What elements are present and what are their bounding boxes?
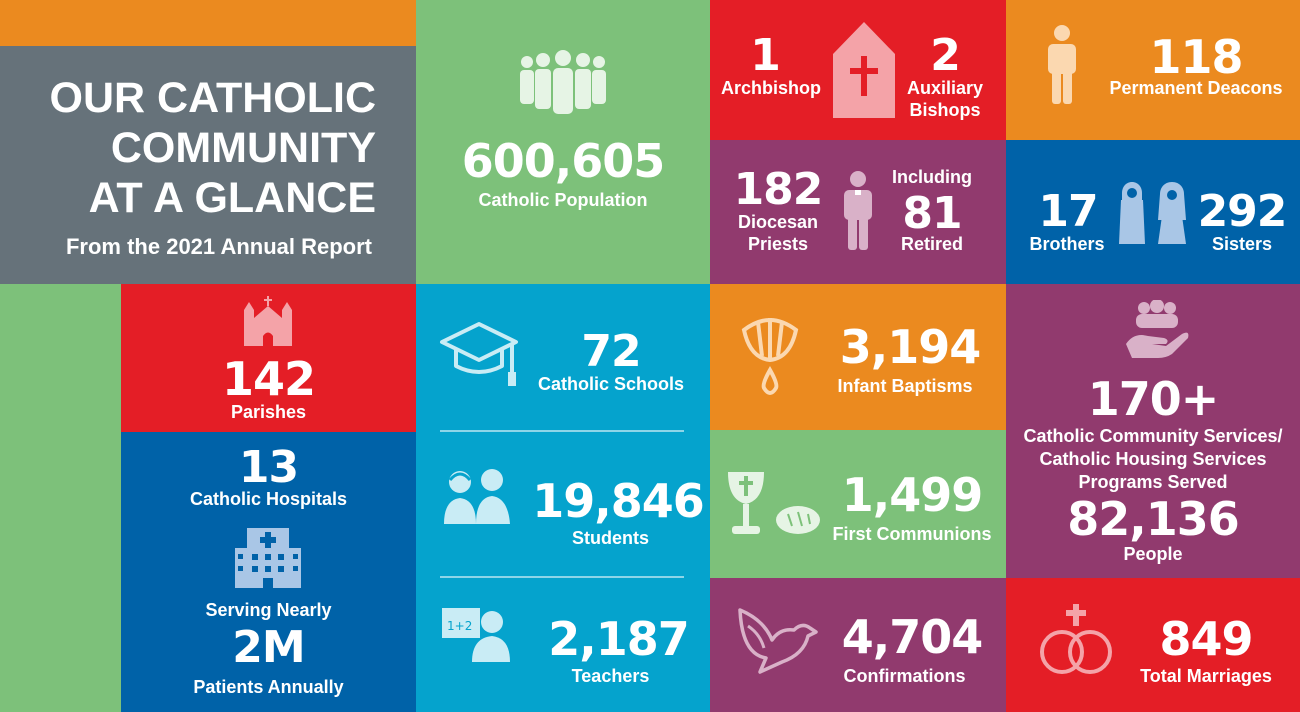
parishes-label: Parishes <box>230 402 307 422</box>
title-line-2: COMMUNITY <box>110 124 376 172</box>
chalice-icon <box>728 472 820 534</box>
services-label-line2: Catholic Housing Services <box>1039 449 1267 469</box>
hospitals-label: Catholic Hospitals <box>189 489 348 509</box>
priests-tile: 182 Diocesan Priests Including 81 Retire… <box>710 140 1006 284</box>
priests-value: 182 <box>733 164 824 215</box>
people-value: 82,136 <box>1067 492 1240 546</box>
baptisms-value: 3,194 <box>839 320 982 374</box>
population-value: 600,605 <box>461 134 666 188</box>
schools-label: Catholic Schools <box>537 374 685 394</box>
hospitals-value: 13 <box>238 442 299 493</box>
students-label: Students <box>571 528 649 548</box>
retired-label: Retired <box>900 234 963 254</box>
board-text: 1+2 <box>447 619 472 633</box>
archbishop-value: 1 <box>750 30 781 81</box>
parishes-tile: 142 Parishes <box>121 284 416 432</box>
communions-label: First Communions <box>832 524 992 544</box>
services-tile: 170+ Catholic Community Services/ Cathol… <box>1006 284 1300 578</box>
services-label-line1: Catholic Community Services/ <box>1023 426 1283 446</box>
bishops-tile: 1 Archbishop 2 Auxiliary Bishops <box>710 0 1006 140</box>
shell-icon <box>741 318 799 395</box>
title-accent-bar <box>0 0 416 46</box>
marriages-label: Total Marriages <box>1140 666 1272 686</box>
brothers-label: Brothers <box>1029 234 1105 254</box>
teacher-icon: 1+2 <box>442 608 510 662</box>
title-panel: OUR CATHOLIC COMMUNITY AT A GLANCE From … <box>0 46 416 284</box>
graduation-cap-icon <box>440 322 518 386</box>
deacons-value: 118 <box>1149 30 1243 84</box>
person-icon <box>1048 25 1076 104</box>
services-label-line3: Programs Served <box>1078 472 1228 492</box>
communions-value: 1,499 <box>841 468 984 522</box>
marriages-value: 849 <box>1159 612 1253 666</box>
students-icon <box>444 469 510 524</box>
brother-icon <box>1119 182 1145 244</box>
parishes-value: 142 <box>221 352 316 406</box>
dove-icon <box>738 608 818 674</box>
priests-label-line1: Diocesan <box>737 212 819 232</box>
schools-divider <box>440 430 684 432</box>
left-green-strip <box>0 284 121 712</box>
title-line-1: OUR CATHOLIC <box>49 74 376 122</box>
sisters-value: 292 <box>1197 186 1288 237</box>
sister-icon <box>1158 182 1186 244</box>
people-group-icon <box>520 50 606 114</box>
title-line-3: AT A GLANCE <box>88 174 376 222</box>
serving-label: Serving Nearly <box>205 600 332 620</box>
hospital-icon <box>235 528 301 588</box>
patients-value: 2M <box>232 622 305 673</box>
education-tile: 72 Catholic Schools 19,846 Students 1+2 … <box>416 284 710 712</box>
deacons-label: Permanent Deacons <box>1109 78 1283 98</box>
helping-hand-icon <box>1126 300 1189 358</box>
schools-value: 72 <box>581 326 641 377</box>
services-value: 170+ <box>1087 372 1220 426</box>
communions-tile: 1,499 First Communions <box>710 430 1006 578</box>
auxiliary-value: 2 <box>930 30 961 81</box>
mitre-icon <box>833 22 895 118</box>
auxiliary-label-line1: Auxiliary <box>906 78 984 98</box>
title-subtitle: From the 2021 Annual Report <box>65 234 372 259</box>
rings-icon <box>1040 604 1112 674</box>
priest-icon <box>844 171 872 250</box>
including-label: Including <box>892 167 972 187</box>
hospitals-tile: 13 Catholic Hospitals Serving Nearly 2M … <box>121 432 416 712</box>
sisters-label: Sisters <box>1211 234 1273 254</box>
people-label: People <box>1123 544 1183 564</box>
students-value: 19,846 <box>532 474 705 528</box>
population-tile: 600,605 Catholic Population <box>416 0 710 284</box>
marriages-tile: 849 Total Marriages <box>1006 578 1300 712</box>
teachers-value: 2,187 <box>548 612 690 666</box>
baptisms-label: Infant Baptisms <box>837 376 973 396</box>
religious-tile: 17 Brothers 292 Sisters <box>1006 140 1300 284</box>
baptisms-tile: 3,194 Infant Baptisms <box>710 284 1006 430</box>
archbishop-label: Archbishop <box>720 78 821 98</box>
deacons-tile: 118 Permanent Deacons <box>1006 0 1300 140</box>
patients-label: Patients Annually <box>193 677 344 697</box>
teachers-label: Teachers <box>571 666 650 686</box>
students-divider <box>440 576 684 578</box>
confirmations-label: Confirmations <box>843 666 966 686</box>
brothers-value: 17 <box>1038 186 1098 237</box>
church-icon <box>244 296 292 346</box>
retired-value: 81 <box>902 188 962 239</box>
confirmations-value: 4,704 <box>841 610 984 664</box>
auxiliary-label-line2: Bishops <box>909 100 981 120</box>
confirmations-tile: 4,704 Confirmations <box>710 578 1006 712</box>
priests-label-line2: Priests <box>747 234 809 254</box>
population-label: Catholic Population <box>478 190 648 210</box>
